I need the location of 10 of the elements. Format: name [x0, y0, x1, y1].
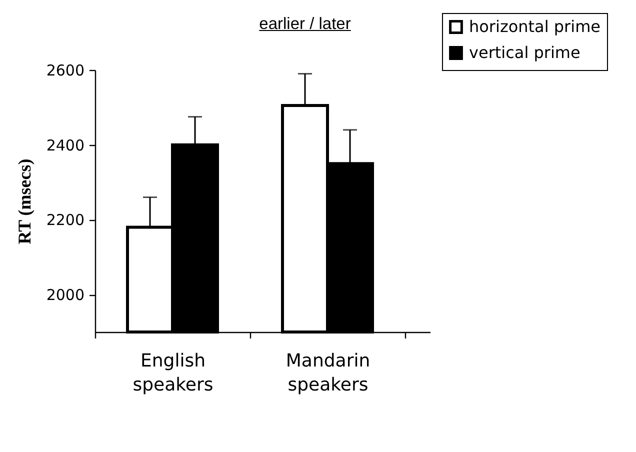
y-tick-label: 2400: [46, 136, 84, 154]
y-tick-label: 2200: [46, 211, 84, 230]
x-tick-label: Mandarin speakers: [286, 350, 370, 396]
x-tick-label: English speakers: [132, 350, 214, 396]
chart-title: earlier / later: [259, 15, 351, 33]
legend-label: vertical prime: [469, 43, 580, 62]
y-tick-label: 2600: [46, 62, 84, 80]
y-axis-title: RT (msecs): [14, 158, 34, 244]
y-tick-label: 2000: [46, 286, 84, 304]
legend-label: horizontal prime: [469, 17, 600, 36]
